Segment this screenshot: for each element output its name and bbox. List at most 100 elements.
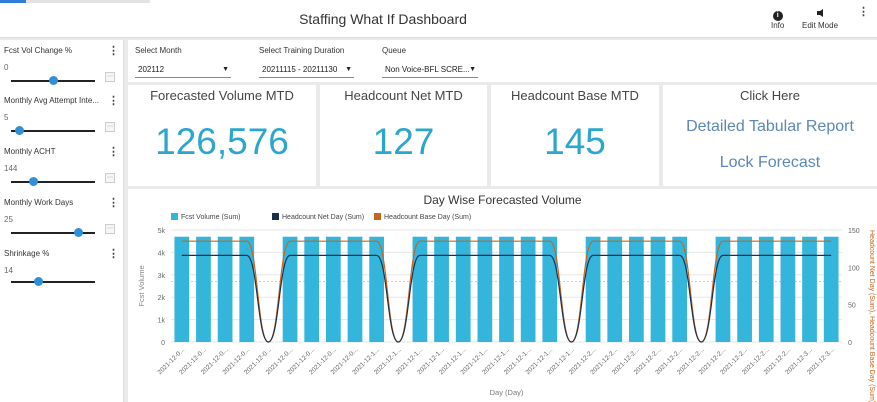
more-options-icon[interactable]: ⋮ bbox=[858, 6, 869, 18]
y-tick-label: 2k bbox=[158, 295, 166, 302]
chevron-down-icon: ▼ bbox=[469, 66, 476, 73]
slider-track[interactable] bbox=[11, 232, 95, 234]
detailed-report-link[interactable]: Detailed Tabular Report bbox=[686, 118, 854, 135]
legend-item[interactable]: Headcount Base Day (Sum) bbox=[374, 213, 471, 221]
top-bar: Staffing What If Dashboard i Info Edit M… bbox=[0, 0, 877, 38]
slider-label: Monthly Avg Attempt Inte... bbox=[4, 96, 100, 105]
month-select-value: 202112 bbox=[138, 65, 165, 74]
training-filter-label: Select Training Duration bbox=[259, 46, 345, 55]
info-button[interactable]: i Info bbox=[771, 8, 784, 30]
y2-tick-label: 50 bbox=[848, 303, 856, 310]
slider-thumb[interactable] bbox=[73, 228, 83, 237]
bar bbox=[737, 236, 752, 342]
slider-value: 5 bbox=[4, 113, 9, 122]
tab-strip[interactable] bbox=[26, 0, 150, 3]
slider-label: Monthly ACHT bbox=[4, 147, 56, 156]
slider-value: 25 bbox=[4, 215, 13, 224]
kpi-headcount-net: Headcount Net MTD 127 bbox=[320, 85, 487, 186]
slider-input-box[interactable]: ⋯ bbox=[105, 224, 115, 234]
chevron-down-icon: ▼ bbox=[222, 66, 229, 73]
edit-mode-button[interactable]: Edit Mode bbox=[802, 8, 838, 30]
kpi-value: 126,576 bbox=[155, 121, 289, 162]
slider-thumb[interactable] bbox=[34, 277, 44, 286]
bar bbox=[499, 236, 514, 342]
more-options-icon[interactable]: ⋮ bbox=[108, 45, 119, 57]
headcount-base-line bbox=[181, 240, 832, 343]
more-options-icon[interactable]: ⋮ bbox=[108, 248, 119, 260]
bar bbox=[217, 236, 233, 342]
y-tick-label: 3k bbox=[158, 273, 166, 280]
lock-forecast-link[interactable]: Lock Forecast bbox=[719, 154, 821, 171]
queue-filter-label: Queue bbox=[382, 46, 407, 55]
month-filter-label: Select Month bbox=[135, 46, 182, 55]
slider-input-box[interactable]: ⋯ bbox=[105, 72, 115, 82]
y-axis-title: Fcst Volume bbox=[137, 265, 146, 306]
bar bbox=[239, 236, 255, 342]
bar bbox=[758, 236, 774, 342]
bar bbox=[607, 236, 623, 342]
bar bbox=[196, 236, 211, 342]
slider-thumb[interactable] bbox=[48, 76, 58, 85]
y2-tick-label: 150 bbox=[848, 228, 860, 235]
slider-track[interactable] bbox=[11, 181, 95, 183]
legend-item[interactable]: Fcst Volume (Sum) bbox=[171, 213, 241, 221]
bar bbox=[369, 236, 384, 342]
bar bbox=[520, 236, 536, 342]
queue-select[interactable]: Non Voice-BFL SCRE... ▼ bbox=[382, 63, 478, 78]
bar bbox=[412, 236, 428, 342]
chevron-down-icon: ▼ bbox=[345, 66, 352, 73]
forecast-volume-chart: 01k2k3k4k5k0501001502021-12-0...2021-12-… bbox=[137, 228, 875, 402]
bar bbox=[282, 236, 298, 342]
bar bbox=[585, 236, 601, 342]
actions-title: Click Here bbox=[740, 88, 800, 103]
bar bbox=[325, 236, 341, 342]
chart-title: Day Wise Forecasted Volume bbox=[423, 193, 582, 207]
slider-track[interactable] bbox=[11, 281, 95, 283]
queue-select-value: Non Voice-BFL SCRE... bbox=[385, 65, 470, 74]
y-tick-label: 5k bbox=[158, 228, 166, 235]
bar bbox=[347, 236, 363, 342]
y2-tick-label: 0 bbox=[848, 340, 852, 347]
bar bbox=[434, 236, 449, 342]
slider-monthly-acht: Monthly ACHT ⋮ 144 ⋯ bbox=[0, 141, 124, 193]
legend-label: Fcst Volume (Sum) bbox=[181, 214, 241, 221]
slider-thumb[interactable] bbox=[29, 177, 39, 186]
slider-label: Fcst Vol Change % bbox=[4, 46, 73, 55]
bar bbox=[823, 236, 839, 342]
legend-swatch bbox=[171, 213, 178, 220]
slider-value: 14 bbox=[4, 266, 13, 275]
legend-item[interactable]: Headcount Net Day (Sum) bbox=[272, 213, 364, 221]
slider-shrinkage: Shrinkage % ⋮ 14 bbox=[0, 243, 124, 295]
parameter-panel: Fcst Vol Change % ⋮ 0 ⋯ Monthly Avg Atte… bbox=[0, 40, 124, 402]
legend-label: Headcount Base Day (Sum) bbox=[384, 214, 472, 221]
kpi-forecasted-volume: Forecasted Volume MTD 126,576 bbox=[128, 85, 316, 186]
slider-thumb[interactable] bbox=[14, 126, 24, 135]
training-duration-select[interactable]: 20211115 - 20211130 ▼ bbox=[259, 63, 354, 78]
kpi-value: 145 bbox=[544, 121, 606, 162]
month-select[interactable]: 202112 ▼ bbox=[135, 63, 231, 78]
slider-value: 0 bbox=[4, 63, 9, 72]
more-options-icon[interactable]: ⋮ bbox=[108, 197, 119, 209]
kpi-value: 127 bbox=[372, 121, 435, 162]
y2-axis-title: Headcount Net Day (Sum), Headcount Base … bbox=[868, 230, 875, 402]
headcount-net-line bbox=[181, 254, 832, 343]
slider-track[interactable] bbox=[11, 130, 95, 132]
active-tab-indicator[interactable] bbox=[0, 0, 26, 3]
filter-bar: Select Month 202112 ▼ Select Training Du… bbox=[128, 40, 877, 82]
legend-swatch bbox=[272, 213, 279, 220]
legend-label: Headcount Net Day (Sum) bbox=[282, 214, 365, 221]
x-axis-title: Day (Day) bbox=[490, 388, 524, 397]
bar bbox=[715, 236, 731, 342]
bar bbox=[304, 236, 320, 342]
more-options-icon[interactable]: ⋮ bbox=[108, 95, 119, 107]
bar bbox=[477, 236, 493, 342]
y2-tick-label: 100 bbox=[848, 265, 860, 272]
slider-label: Monthly Work Days bbox=[4, 198, 74, 207]
slider-value: 144 bbox=[4, 164, 18, 173]
edit-mode-label: Edit Mode bbox=[802, 21, 839, 30]
slider-input-box[interactable]: ⋯ bbox=[105, 173, 115, 183]
bar bbox=[650, 236, 666, 342]
slider-input-box[interactable]: ⋯ bbox=[105, 122, 115, 132]
more-options-icon[interactable]: ⋮ bbox=[108, 146, 119, 158]
